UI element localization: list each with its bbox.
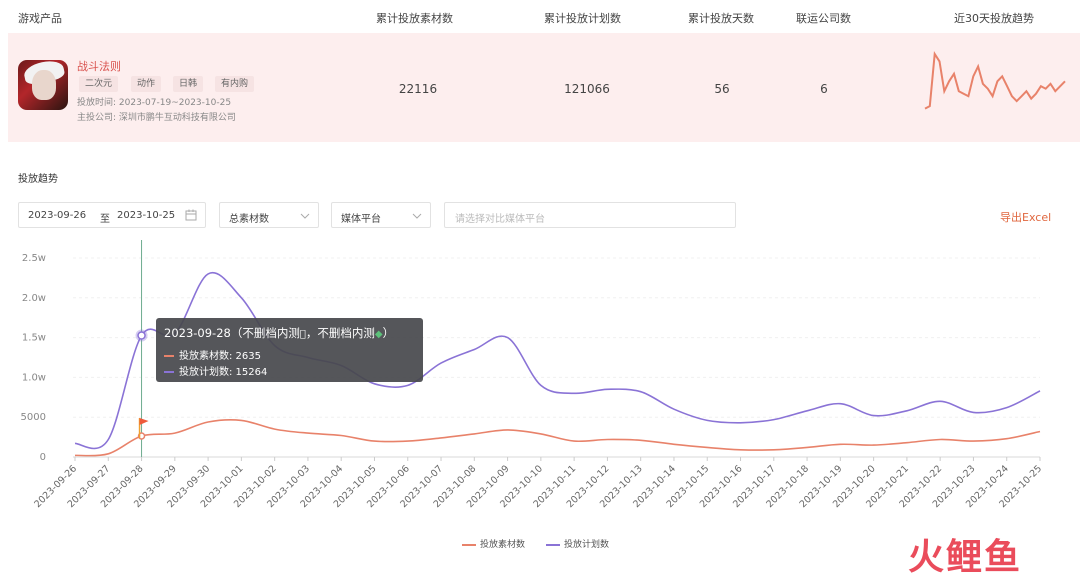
compare-platform-placeholder: 请选择对比媒体平台 (455, 214, 545, 225)
plans-legend-dash (164, 371, 174, 373)
days-count: 56 (714, 82, 730, 96)
series-line-plans (74, 271, 1041, 450)
watermark-logo: 火鲤鱼 (908, 537, 1023, 576)
tag-japan-korea: 日韩 (173, 76, 204, 92)
date-from[interactable]: 2023-09-26 (28, 210, 87, 221)
tooltip-title: 2023-09-28（不删档内测，不删档内测◆） (164, 325, 394, 341)
event-flag-icon (139, 418, 149, 426)
trend-chart[interactable]: 050001.0w1.5w2.0w2.5w2023-09-262023-09-2… (0, 240, 1080, 530)
plans-count: 121066 (564, 82, 610, 96)
tooltip-title-end: ） (379, 326, 395, 340)
tag-action: 动作 (131, 76, 162, 92)
tag-in-app-purchase: 有内购 (215, 76, 255, 92)
platform-select[interactable]: 媒体平台 (331, 202, 431, 228)
header-30day-trend: 近30天投放趋势 (954, 12, 1034, 25)
compare-platform-select[interactable]: 请选择对比媒体平台 (444, 202, 736, 228)
header-total-plans[interactable]: 累计投放计划数 (544, 12, 621, 25)
tooltip-materials-value: 投放素材数: 2635 (179, 351, 261, 362)
companies-count: 6 (820, 82, 828, 96)
y-tick-label: 2.5w (22, 253, 46, 264)
legend-materials-label: 投放素材数 (480, 540, 526, 550)
series-line-materials (74, 419, 1041, 457)
platform-select-value: 媒体平台 (341, 214, 381, 225)
legend-materials[interactable]: 投放素材数 (462, 537, 525, 550)
y-tick-label: 2.0w (22, 293, 46, 304)
tag-anime: 二次元 (79, 76, 119, 92)
tooltip-line-materials: 投放素材数: 2635 (164, 347, 261, 362)
legend-plans-swatch (546, 543, 560, 546)
header-total-days[interactable]: 累计投放天数 (688, 12, 754, 25)
chevron-down-icon (300, 213, 310, 219)
calendar-icon (185, 209, 197, 221)
date-range-picker[interactable]: 2023-09-26 至 2023-10-25 (18, 202, 206, 228)
game-name-link[interactable]: 战斗法则 (77, 60, 121, 73)
game-icon[interactable] (18, 60, 68, 110)
header-companies[interactable]: 联运公司数 (796, 12, 851, 25)
tooltip-date: 2023-09-28（不删档内测 (164, 326, 300, 340)
y-tick-label: 5000 (21, 412, 46, 423)
header-game-product: 游戏产品 (18, 12, 62, 25)
tooltip-title-mid: ，不删档内测 (303, 326, 375, 340)
y-tick-label: 1.0w (22, 372, 46, 383)
date-to[interactable]: 2023-10-25 (117, 210, 176, 221)
tooltip-plans-value: 投放计划数: 15264 (179, 367, 268, 378)
tooltip-line-plans: 投放计划数: 15264 (164, 363, 267, 378)
chart-tooltip: 2023-09-28（不删档内测，不删档内测◆） 投放素材数: 2635 投放… (156, 318, 423, 382)
materials-legend-dash (164, 355, 174, 357)
export-excel-button[interactable]: 导出Excel (1000, 211, 1052, 224)
android-icon: ◆ (372, 329, 383, 340)
section-title: 投放趋势 (18, 174, 58, 185)
chevron-down-icon (412, 213, 422, 219)
materials-count: 22116 (398, 82, 438, 96)
legend-materials-swatch (462, 543, 476, 546)
header-total-materials[interactable]: 累计投放素材数 (376, 12, 453, 25)
main-company: 主投公司: 深圳市鹏牛互动科技有限公司 (77, 113, 236, 123)
date-separator: 至 (100, 214, 110, 225)
y-tick-label: 1.5w (22, 333, 46, 344)
highlight-point-plans (137, 331, 146, 340)
trend-sparkline (924, 51, 1066, 110)
launch-period: 投放时间: 2023-07-19~2023-10-25 (77, 98, 232, 108)
legend-plans[interactable]: 投放计划数 (546, 537, 609, 550)
legend-plans-label: 投放计划数 (564, 540, 610, 550)
metric-select-value: 总素材数 (229, 214, 269, 225)
metric-select[interactable]: 总素材数 (219, 202, 319, 228)
apple-icon:  (299, 329, 306, 340)
y-tick-label: 0 (40, 452, 46, 463)
